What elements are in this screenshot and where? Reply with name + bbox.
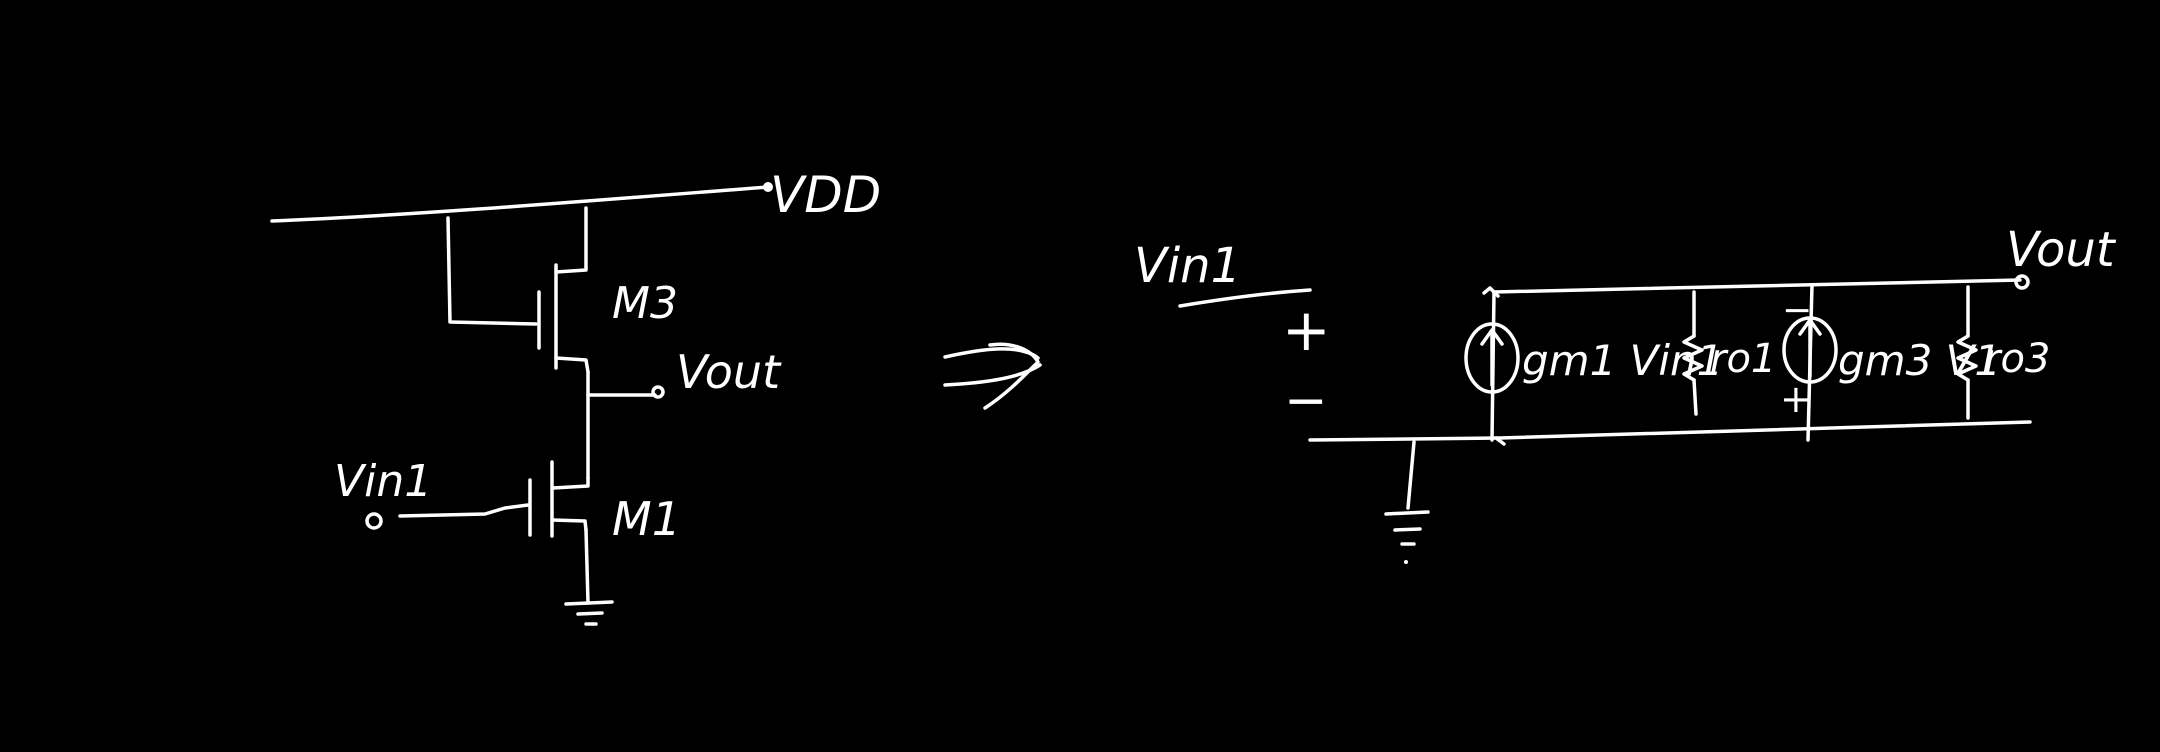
ss-top-rail (1492, 278, 2022, 294)
vin-terminal (365, 512, 383, 530)
m1-source-wire (550, 518, 588, 532)
resistor-ro1 (1682, 290, 1704, 416)
small-signal-model: Vin1 + − Vout gm1 Vin1 (1134, 222, 2117, 564)
source2-label: gm3 V1 (1838, 336, 2001, 385)
current-source-gm3 (1782, 283, 1838, 442)
m1-label: M1 (612, 492, 681, 546)
transistor-schematic: VDD M3 Vout M1 Vin1 (270, 166, 881, 626)
ss-vout-label: Vout (2006, 222, 2117, 278)
current-source-gm1 (1464, 286, 1520, 446)
ss-bottom-rail (1308, 420, 2032, 442)
vout-terminal (651, 385, 665, 399)
ro3-label: ro3 (1984, 336, 2050, 382)
vout-label: Vout (676, 345, 782, 399)
implies-arrow: ⇒ (943, 342, 1042, 410)
m1-ground-wire (584, 528, 590, 605)
ground-symbol-left (564, 600, 614, 626)
source2-plus: + (1780, 377, 1812, 421)
source2-minus: − (1782, 290, 1812, 331)
m1-drain-wire (551, 476, 590, 490)
ss-vin-lead (1178, 288, 1312, 308)
m3-source-wire (554, 356, 590, 374)
m3-drain-wire (554, 206, 588, 274)
ss-ground-wire (1406, 440, 1416, 510)
m3-label: M3 (612, 278, 678, 329)
ss-minus-sign: − (1284, 371, 1328, 431)
vdd-terminal (763, 182, 773, 192)
m3-gate-wire (446, 216, 538, 326)
vin-label: Vin1 (334, 456, 432, 507)
ss-plus-sign: + (1282, 296, 1331, 364)
ground-symbol-right (1384, 510, 1430, 564)
ss-vout-terminal (2014, 274, 2030, 290)
m1-gate-wire (398, 503, 530, 518)
vdd-label: VDD (770, 166, 881, 224)
resistor-ro3 (1956, 285, 1978, 420)
ro1-label: ro1 (1710, 336, 1776, 382)
ss-vin-label: Vin1 (1134, 238, 1241, 294)
vdd-rail (270, 185, 770, 223)
